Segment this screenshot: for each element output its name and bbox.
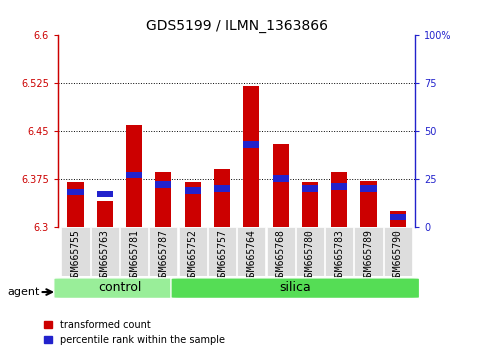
Text: GSM665787: GSM665787 (158, 229, 169, 282)
Text: GSM665789: GSM665789 (364, 229, 373, 282)
FancyBboxPatch shape (355, 227, 383, 276)
Bar (68, 182, 84, 227)
FancyBboxPatch shape (120, 227, 148, 276)
Text: GSM665755: GSM665755 (71, 229, 81, 282)
Bar (214, 169, 230, 227)
Title: GDS5199 / ILMN_1363866: GDS5199 / ILMN_1363866 (146, 19, 327, 33)
FancyBboxPatch shape (91, 227, 119, 276)
Bar (272, 176, 289, 182)
Bar (390, 211, 406, 227)
FancyBboxPatch shape (296, 227, 324, 276)
Text: GSM665783: GSM665783 (334, 229, 344, 282)
Bar (302, 182, 318, 227)
Bar (331, 172, 347, 227)
FancyBboxPatch shape (325, 227, 353, 276)
FancyBboxPatch shape (171, 278, 420, 298)
Text: GSM665790: GSM665790 (393, 229, 403, 282)
Bar (68, 189, 84, 195)
Text: GSM665781: GSM665781 (129, 229, 139, 282)
Text: agent: agent (7, 287, 40, 297)
FancyBboxPatch shape (237, 227, 265, 276)
Bar (302, 185, 318, 192)
FancyBboxPatch shape (61, 227, 90, 276)
Bar (97, 201, 113, 227)
Bar (126, 125, 142, 227)
FancyBboxPatch shape (54, 278, 185, 298)
FancyBboxPatch shape (149, 227, 177, 276)
Text: GSM665780: GSM665780 (305, 229, 315, 282)
FancyBboxPatch shape (208, 227, 236, 276)
Bar (390, 214, 406, 220)
Bar (272, 144, 289, 227)
Text: GSM665752: GSM665752 (188, 229, 198, 282)
Bar (360, 185, 377, 192)
Text: GSM665768: GSM665768 (276, 229, 285, 282)
FancyBboxPatch shape (179, 227, 207, 276)
Bar (243, 86, 259, 227)
Bar (214, 185, 230, 192)
Bar (185, 187, 201, 194)
Text: control: control (98, 281, 141, 294)
Bar (97, 191, 113, 198)
Text: GSM665757: GSM665757 (217, 229, 227, 282)
Legend: transformed count, percentile rank within the sample: transformed count, percentile rank withi… (43, 320, 225, 345)
FancyBboxPatch shape (267, 227, 295, 276)
Text: GSM665764: GSM665764 (246, 229, 256, 282)
FancyBboxPatch shape (384, 227, 412, 276)
Bar (185, 182, 201, 227)
Bar (156, 172, 171, 227)
Text: silica: silica (279, 281, 311, 294)
Bar (331, 183, 347, 190)
Bar (156, 181, 171, 188)
Text: GSM665763: GSM665763 (100, 229, 110, 282)
Bar (126, 172, 142, 178)
Bar (243, 141, 259, 148)
Bar (360, 181, 377, 227)
